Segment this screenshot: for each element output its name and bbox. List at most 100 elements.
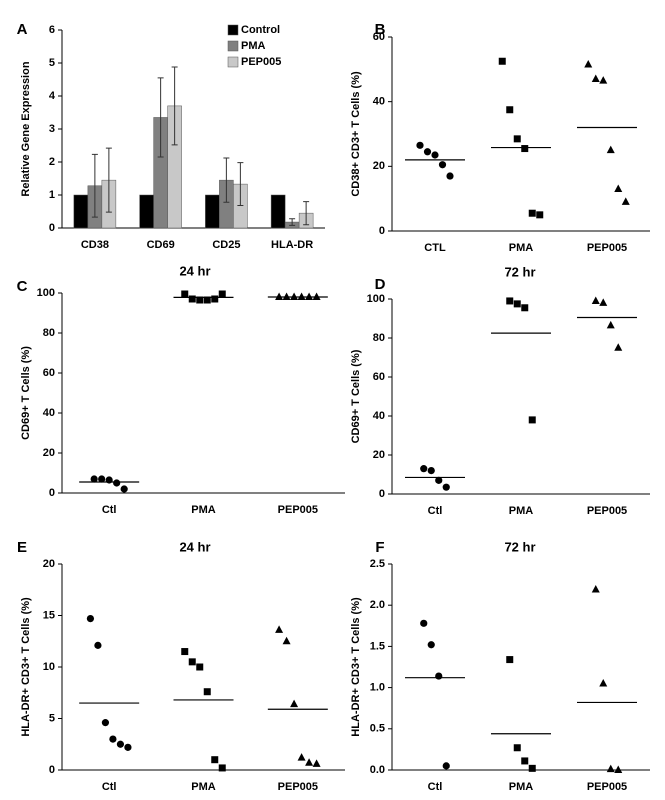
x-tick-label: PEP005: [278, 781, 318, 793]
point: [420, 619, 428, 627]
panel-title: 24 hr: [179, 539, 210, 554]
point: [442, 483, 450, 491]
x-tick-label: PMA: [191, 781, 216, 793]
error-bar: [237, 162, 244, 207]
y-tick-label: 2.5: [370, 558, 385, 570]
point: [606, 320, 615, 329]
error-bar: [91, 153, 98, 218]
x-tick-label: Ctl: [428, 505, 443, 517]
y-tick-label: 4: [49, 90, 56, 102]
legend-label: PEP005: [241, 56, 281, 68]
y-tick-label: 10: [43, 661, 55, 673]
y-tick-label: 40: [373, 410, 385, 422]
point: [584, 59, 593, 68]
y-tick-label: 1: [49, 189, 55, 201]
y-tick-label: 1.0: [370, 682, 385, 694]
panel-label: E: [17, 539, 27, 556]
y-tick-label: 2: [49, 156, 55, 168]
y-axis-label: CD38+ CD3+ T Cells (%): [350, 71, 362, 197]
point: [591, 74, 600, 83]
bar: [270, 194, 286, 229]
y-tick-label: 0: [49, 764, 55, 776]
y-tick-label: 20: [43, 558, 55, 570]
point: [528, 764, 536, 772]
point: [521, 145, 529, 153]
point: [275, 292, 284, 300]
y-tick-label: 5: [49, 712, 55, 724]
bar: [139, 194, 154, 229]
y-tick-label: 40: [373, 96, 385, 108]
point: [109, 735, 117, 743]
error-bar: [157, 77, 164, 158]
point: [498, 57, 506, 65]
point: [599, 298, 608, 306]
point: [203, 688, 211, 696]
point: [116, 740, 125, 748]
bar: [73, 194, 89, 229]
x-tick-label: PEP005: [587, 781, 627, 793]
point: [614, 184, 623, 192]
point: [305, 758, 314, 766]
point: [606, 764, 615, 773]
y-tick-label: 20: [43, 447, 55, 459]
point: [427, 467, 435, 475]
y-axis-label: HLA-DR+ CD3+ T Cells (%): [350, 597, 362, 737]
x-tick-label: PMA: [509, 242, 534, 254]
y-tick-label: 20: [373, 449, 385, 461]
y-tick-label: 0.0: [370, 764, 385, 776]
point: [275, 625, 284, 633]
point: [98, 475, 106, 483]
y-axis-label: HLA-DR+ CD3+ T Cells (%): [20, 597, 32, 737]
x-tick-label: Ctl: [102, 504, 117, 516]
point: [297, 292, 306, 300]
y-tick-label: 100: [37, 287, 55, 299]
y-tick-label: 0: [379, 225, 385, 237]
point: [420, 465, 428, 473]
x-tick-label: PMA: [509, 505, 534, 517]
point: [513, 300, 521, 308]
y-axis-label: CD69+ T Cells (%): [350, 349, 362, 443]
y-tick-label: 15: [43, 609, 55, 621]
x-tick-label: CD38: [81, 239, 109, 251]
y-tick-label: 0: [379, 488, 385, 500]
point: [506, 106, 514, 114]
point: [113, 479, 121, 487]
point: [521, 757, 529, 765]
y-tick-label: 60: [373, 371, 385, 383]
point: [218, 764, 226, 772]
panel-label: D: [375, 276, 386, 293]
point: [196, 296, 204, 304]
point: [528, 416, 536, 424]
point: [297, 753, 306, 761]
point: [621, 197, 630, 205]
y-tick-label: 1.5: [370, 640, 385, 652]
point: [290, 699, 299, 708]
point: [120, 485, 128, 493]
point: [536, 211, 544, 219]
point: [203, 296, 211, 304]
point: [606, 145, 615, 154]
point: [442, 762, 450, 770]
y-tick-label: 20: [373, 160, 385, 172]
point: [513, 135, 521, 143]
point: [435, 672, 443, 680]
point: [181, 648, 189, 656]
error-bar: [289, 218, 296, 226]
bar: [205, 194, 220, 229]
point: [599, 678, 608, 687]
point: [521, 304, 529, 312]
point: [591, 296, 600, 304]
legend-swatch: [227, 24, 239, 36]
point: [94, 641, 102, 649]
panel-label: C: [17, 278, 28, 295]
x-tick-label: PMA: [191, 504, 216, 516]
point: [506, 297, 514, 305]
point: [282, 292, 291, 300]
x-tick-label: CTL: [424, 242, 446, 254]
point: [282, 636, 291, 645]
legend-swatch: [227, 56, 239, 68]
point: [196, 663, 204, 671]
legend-label: Control: [241, 24, 280, 36]
y-tick-label: 0: [49, 222, 55, 234]
